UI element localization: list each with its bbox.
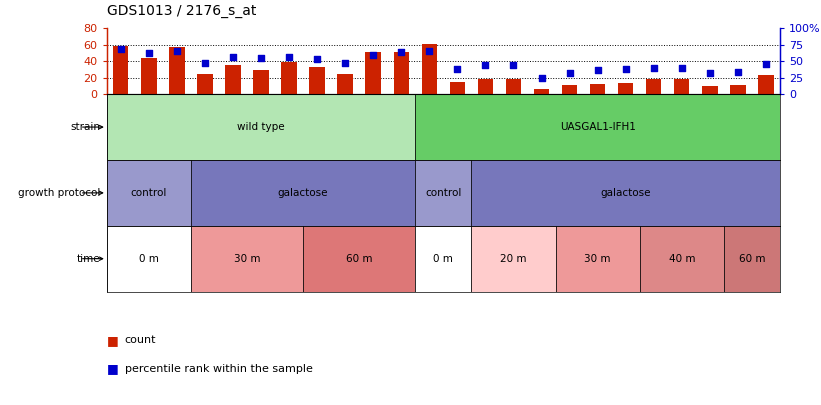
Point [535, 75, 548, 81]
Bar [556, 226, 640, 292]
Bar [702, 86, 718, 94]
Bar [254, 70, 268, 94]
Point [704, 70, 717, 76]
Text: 0 m: 0 m [433, 254, 453, 264]
Bar [107, 160, 190, 226]
Point [282, 54, 296, 60]
Bar [618, 83, 633, 94]
Bar [190, 226, 303, 292]
Point [395, 49, 408, 55]
Point [423, 48, 436, 55]
Bar [141, 58, 157, 94]
Text: galactose: galactose [277, 188, 328, 198]
Bar [534, 89, 549, 94]
Text: ■: ■ [107, 334, 118, 347]
Bar [724, 226, 780, 292]
Bar [337, 75, 353, 94]
Point [647, 64, 660, 71]
Bar [113, 46, 128, 94]
Bar [197, 74, 213, 94]
Point [507, 62, 520, 68]
Bar [759, 75, 773, 94]
Bar [562, 85, 577, 94]
Bar [646, 79, 662, 94]
Point [451, 66, 464, 72]
Bar [190, 160, 415, 226]
Bar [107, 226, 190, 292]
Text: control: control [425, 188, 461, 198]
Text: wild type: wild type [237, 122, 285, 132]
Bar [310, 67, 325, 94]
Text: time: time [76, 254, 100, 264]
Bar [415, 226, 471, 292]
Point [479, 62, 492, 68]
Bar [415, 160, 471, 226]
Bar [590, 84, 605, 94]
Point [170, 48, 183, 55]
Text: control: control [131, 188, 167, 198]
Bar [365, 52, 381, 94]
Point [199, 60, 212, 66]
Text: UASGAL1-IFH1: UASGAL1-IFH1 [560, 122, 635, 132]
Bar [415, 94, 780, 160]
Bar [450, 82, 465, 94]
Bar [471, 226, 556, 292]
Text: 40 m: 40 m [668, 254, 695, 264]
Point [591, 67, 604, 74]
Bar [674, 79, 690, 94]
Bar [471, 160, 780, 226]
Text: growth protocol: growth protocol [17, 188, 100, 198]
Text: GDS1013 / 2176_s_at: GDS1013 / 2176_s_at [107, 4, 256, 18]
Bar [730, 85, 745, 94]
Point [255, 55, 268, 61]
Text: 60 m: 60 m [346, 254, 373, 264]
Point [114, 46, 127, 53]
Point [563, 70, 576, 76]
Point [367, 52, 380, 59]
Bar [478, 79, 493, 94]
Text: 0 m: 0 m [139, 254, 158, 264]
Text: 20 m: 20 m [500, 254, 527, 264]
Point [142, 50, 155, 57]
Text: percentile rank within the sample: percentile rank within the sample [125, 364, 313, 373]
Bar [225, 65, 241, 94]
Bar [506, 79, 521, 94]
Bar [169, 47, 185, 94]
Text: galactose: galactose [600, 188, 651, 198]
Text: 30 m: 30 m [585, 254, 611, 264]
Point [675, 64, 688, 71]
Bar [422, 44, 437, 94]
Bar [282, 62, 296, 94]
Text: strain: strain [70, 122, 100, 132]
Point [619, 66, 632, 72]
Point [338, 59, 351, 66]
Text: count: count [125, 335, 156, 345]
Text: 60 m: 60 m [739, 254, 765, 264]
Bar [107, 94, 415, 160]
Point [759, 61, 773, 67]
Text: 30 m: 30 m [234, 254, 260, 264]
Bar [640, 226, 724, 292]
Text: ■: ■ [107, 362, 118, 375]
Bar [303, 226, 415, 292]
Bar [393, 52, 409, 94]
Point [310, 56, 323, 62]
Point [732, 69, 745, 76]
Point [227, 54, 240, 60]
